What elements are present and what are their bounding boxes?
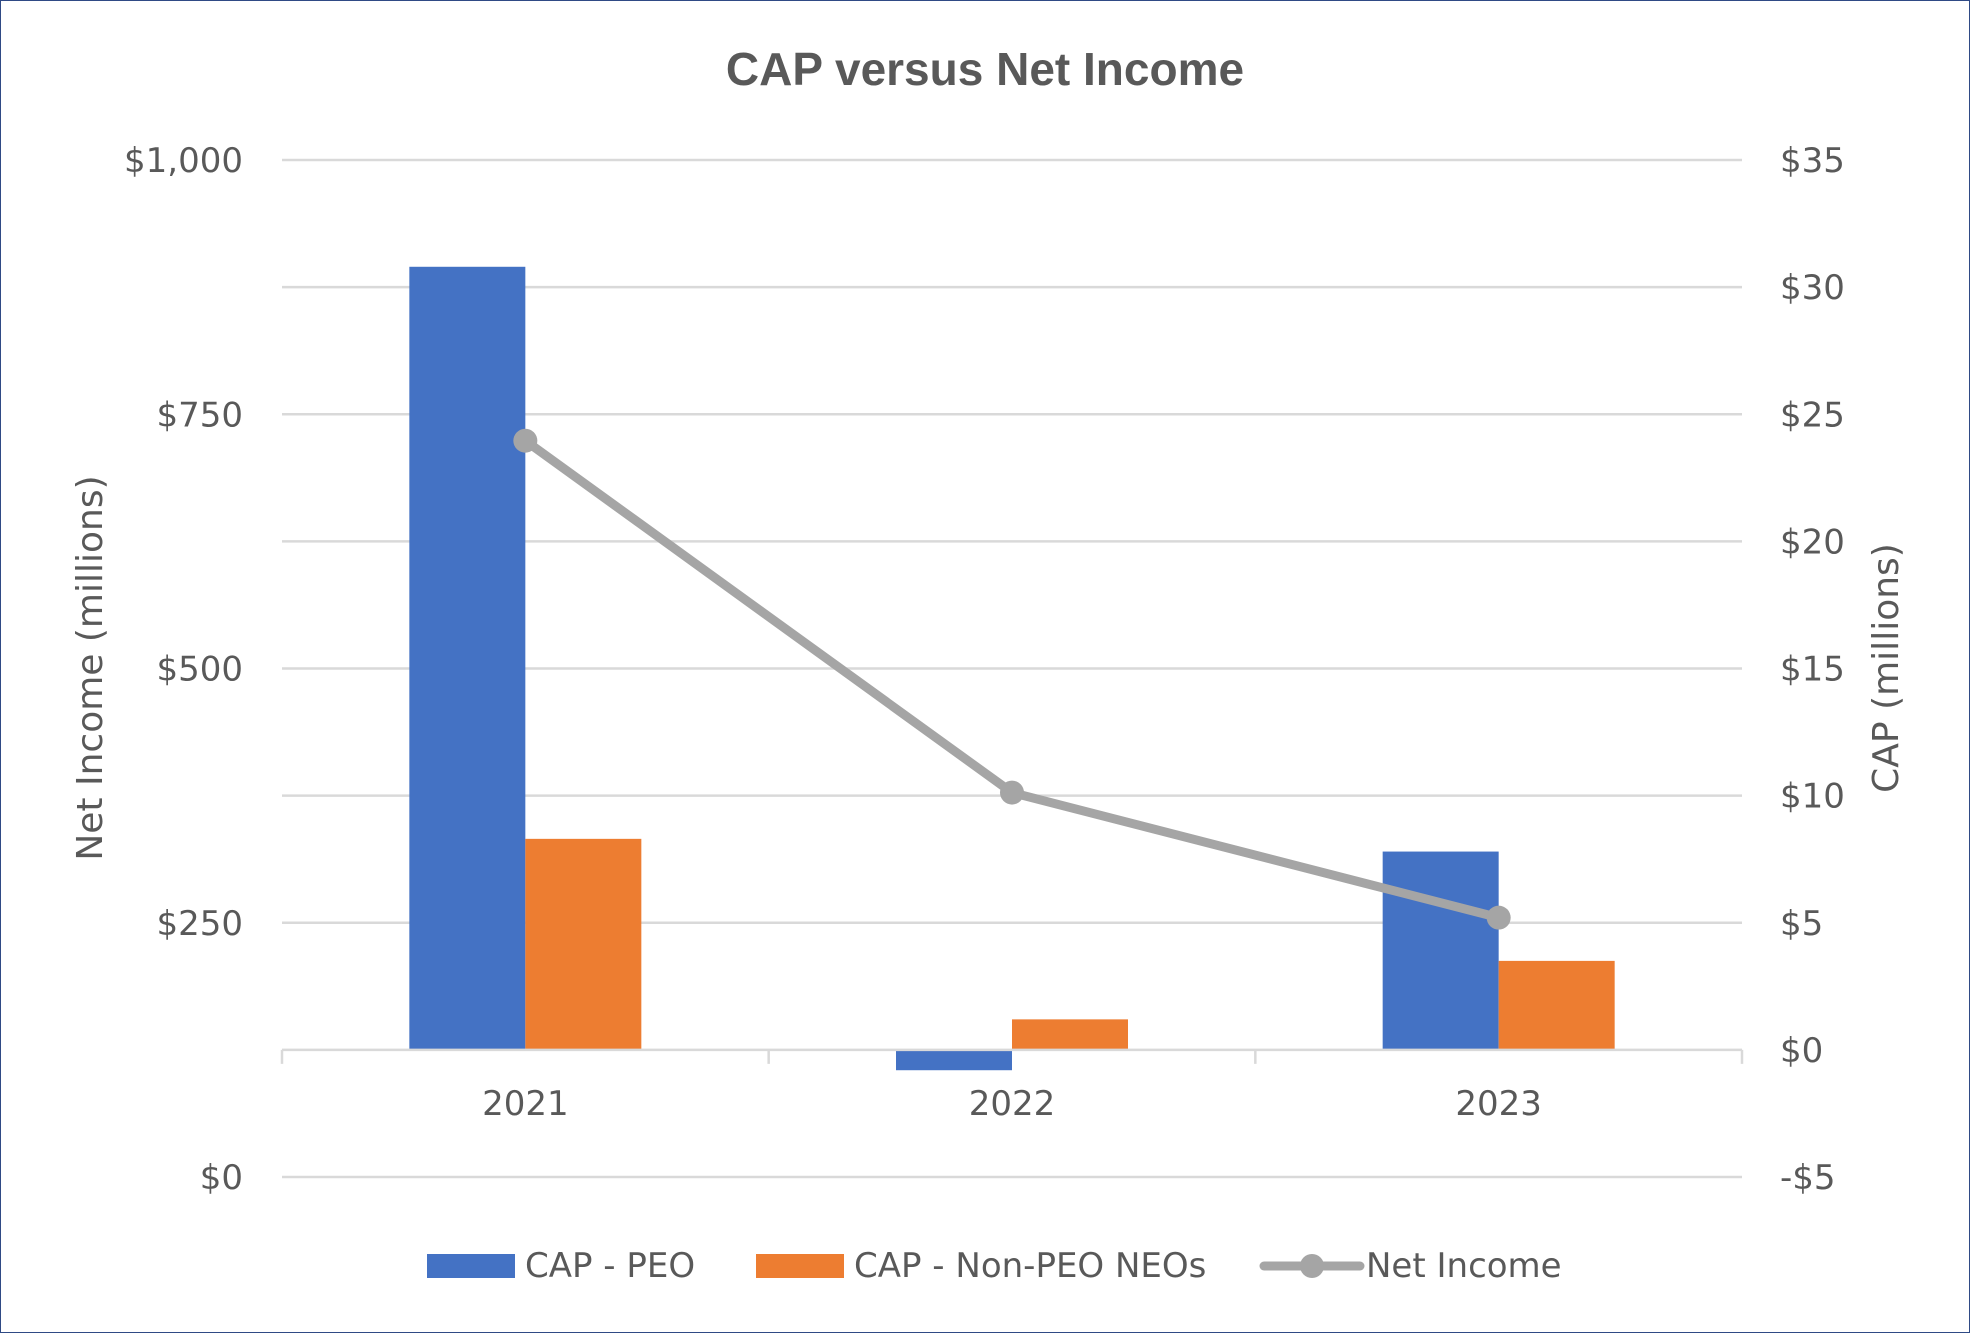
- legend-marker-net-income: [1300, 1254, 1324, 1278]
- legend-swatch-cap-peo: [427, 1254, 515, 1278]
- net-income-polyline: [520, 436, 1504, 923]
- left-tick-label: $0: [200, 1158, 243, 1198]
- right-tick-label: $30: [1780, 268, 1845, 308]
- bar-cap-non-peo-neos-2022: [1012, 1019, 1128, 1050]
- right-tick-label: $25: [1780, 395, 1845, 435]
- bar-cap-peo-2022: [896, 1049, 1012, 1071]
- bar-cap-peo-2023: [1382, 851, 1499, 1050]
- left-tick-label: $750: [156, 395, 243, 435]
- right-axis-label: CAP (millions): [1866, 543, 1907, 793]
- left-axis-label: Net Income (millions): [70, 475, 111, 860]
- legend-label-net-income: Net Income: [1366, 1246, 1562, 1286]
- bar-cap-non-peo-neos-2023: [1498, 960, 1615, 1050]
- net-income-point-2021: [513, 428, 538, 453]
- category-label: 2023: [1455, 1084, 1542, 1124]
- right-tick-label: $0: [1780, 1031, 1823, 1071]
- legend: CAP - PEO CAP - Non-PEO NEOs Net Income: [427, 1246, 1562, 1286]
- bars: [409, 266, 1615, 1071]
- right-tick-label: $10: [1780, 777, 1845, 817]
- category-label: 2021: [482, 1084, 569, 1124]
- legend-label-cap-non-peo: CAP - Non-PEO NEOs: [854, 1246, 1206, 1286]
- right-tick-label: $5: [1780, 904, 1823, 944]
- right-tick-label: $20: [1780, 522, 1845, 562]
- bar-cap-non-peo-neos-2021: [525, 838, 642, 1050]
- left-tick-label: $500: [156, 650, 243, 690]
- right-tick-label: -$5: [1780, 1158, 1836, 1198]
- left-tick-label: $1,000: [124, 141, 243, 181]
- net-income-point-2023: [1486, 905, 1511, 930]
- category-axis: 2021 2022 2023: [280, 1048, 1744, 1124]
- legend-label-cap-peo: CAP - PEO: [525, 1246, 695, 1286]
- net-income-line: [513, 428, 1511, 930]
- left-axis-ticks: $1,000 $750 $500 $250 $0: [124, 141, 243, 1198]
- left-tick-label: $250: [156, 904, 243, 944]
- right-tick-label: $15: [1780, 650, 1845, 690]
- right-axis-ticks: $35 $30 $25 $20 $15 $10 $5 $0 -$5: [1780, 141, 1845, 1198]
- right-tick-label: $35: [1780, 141, 1845, 181]
- chart-title: CAP versus Net Income: [726, 43, 1244, 95]
- net-income-point-2022: [1000, 780, 1024, 805]
- bar-cap-peo-2021: [409, 266, 526, 1050]
- category-label: 2022: [969, 1084, 1056, 1124]
- legend-swatch-cap-non-peo: [756, 1254, 844, 1278]
